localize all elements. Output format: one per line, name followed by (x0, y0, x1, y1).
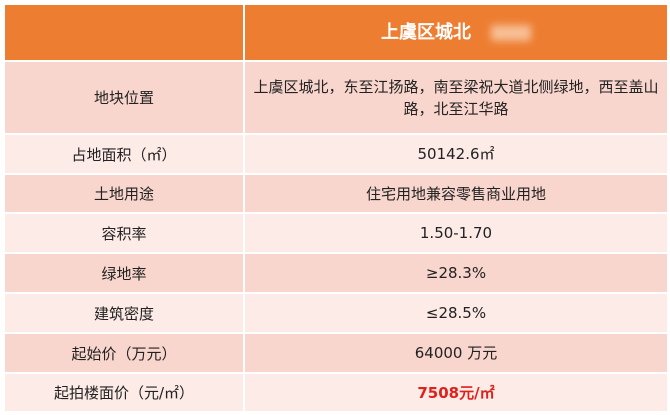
header-empty-cell (5, 5, 245, 60)
row-label: 容积率 (5, 214, 245, 252)
row-label: 起始价（万元） (5, 334, 245, 372)
row-value-highlight: 7508元/㎡ (417, 383, 495, 402)
table-header: 上虞区城北 (5, 5, 667, 62)
row-label: 起拍楼面价（元/㎡） (5, 374, 245, 411)
row-value: 50142.6㎡ (417, 145, 495, 163)
row-value: ≤28.5% (425, 304, 487, 322)
table-row: 起拍楼面价（元/㎡） 7508元/㎡ (5, 374, 667, 413)
table-row: 绿地率 ≥28.3% (5, 254, 667, 294)
row-label: 建筑密度 (5, 294, 245, 332)
table-row: 土地用途 住宅用地兼容零售商业用地 (5, 175, 667, 214)
row-label: 占地面积（㎡） (5, 135, 245, 173)
header-title: 上虞区城北 (381, 21, 471, 43)
table-row: 起始价（万元） 64000 万元 (5, 334, 667, 374)
table-row: 建筑密度 ≤28.5% (5, 294, 667, 334)
land-info-table: 上虞区城北 地块位置 上虞区城北，东至江扬路，南至梁祝大道北侧绿地，西至盖山路，… (5, 5, 667, 413)
table-row: 容积率 1.50-1.70 (5, 214, 667, 254)
watermark (491, 24, 531, 41)
header-title-cell: 上虞区城北 (245, 5, 667, 60)
row-value: 上虞区城北，东至江扬路，南至梁祝大道北侧绿地，西至盖山路，北至江华路 (253, 77, 659, 118)
table-row: 地块位置 上虞区城北，东至江扬路，南至梁祝大道北侧绿地，西至盖山路，北至江华路 (5, 62, 667, 135)
row-label: 土地用途 (5, 175, 245, 212)
row-value: ≥28.3% (425, 264, 487, 282)
table-row: 占地面积（㎡） 50142.6㎡ (5, 135, 667, 175)
row-value: 64000 万元 (414, 344, 498, 362)
row-label: 绿地率 (5, 254, 245, 292)
row-label: 地块位置 (5, 62, 245, 133)
row-value: 1.50-1.70 (419, 224, 493, 242)
row-value: 住宅用地兼容零售商业用地 (365, 184, 546, 203)
